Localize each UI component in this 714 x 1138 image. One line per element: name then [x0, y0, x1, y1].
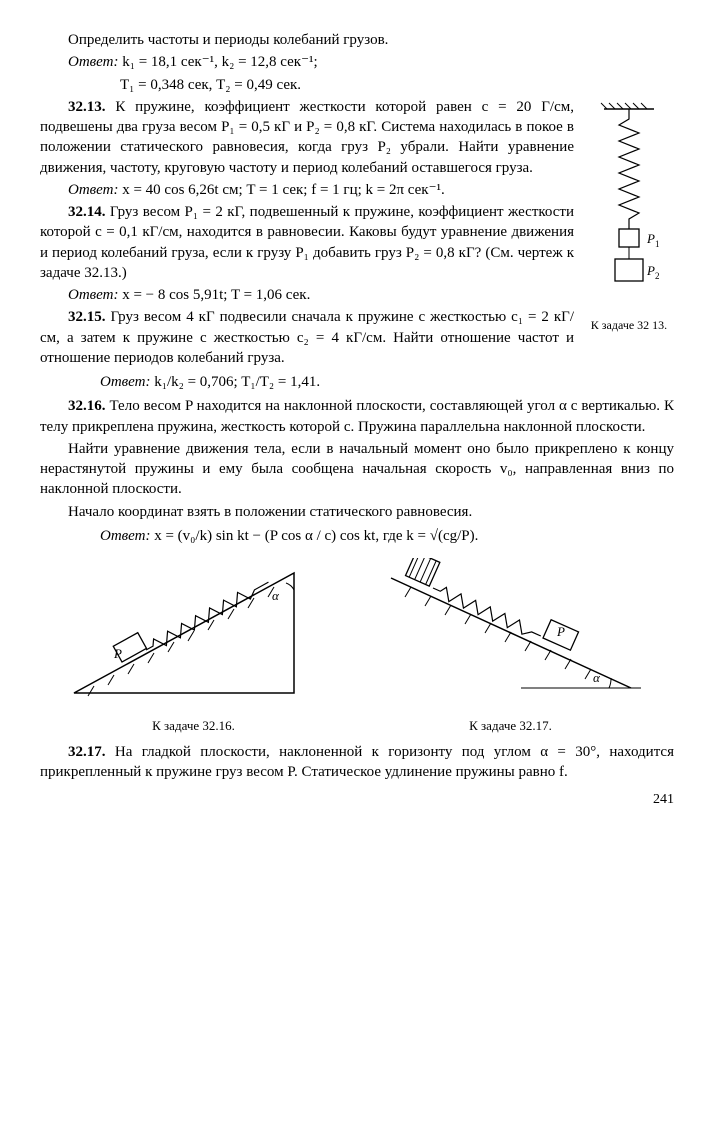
answer-label: Ответ: — [100, 528, 150, 544]
svg-text:P: P — [646, 231, 655, 246]
answer-text: k₁ = 18,1 сек⁻¹, k₂ = 12,8 сек⁻¹; — [122, 54, 317, 70]
problem-3216-p1: 32.16. Тело весом P находится на наклонн… — [40, 396, 674, 437]
problem-text: На гладкой плоскости, наклоненной к гори… — [40, 744, 674, 780]
problem-3216-p3: Начало координат взять в положении стати… — [40, 502, 674, 522]
problem-number: 32.14. — [68, 204, 106, 220]
figure-3213-caption: К задаче 32 13. — [584, 317, 674, 333]
problem-number: 32.15. — [68, 309, 106, 325]
figure-3217: P α К задаче 32.17. — [371, 558, 651, 734]
figure-3216-caption: К задаче 32.16. — [64, 717, 324, 735]
svg-text:P: P — [646, 263, 655, 278]
problem-3215: 32.15. Груз весом 4 кГ подвесили сначала… — [40, 307, 674, 368]
answer-text: x = (v₀/k) sin kt − (P cos α / c) cos kt… — [154, 528, 478, 544]
svg-text:α: α — [593, 670, 601, 685]
svg-text:P: P — [556, 624, 565, 639]
figure-3216: P α К задаче 32.16. — [64, 558, 324, 734]
problem-text: Груз весом 4 кГ подвесили сначала к пруж… — [40, 309, 574, 366]
problem-text: К пружине, коэффициент жесткости которой… — [40, 99, 574, 176]
answer-text: x = 40 cos 6,26t см; T = 1 сек; f = 1 гц… — [122, 182, 445, 198]
answer-label: Ответ: — [68, 287, 118, 303]
problem-text: Груз весом P₁ = 2 кГ, подвешенный к пруж… — [40, 204, 574, 281]
intro-answer-1: Ответ: k₁ = 18,1 сек⁻¹, k₂ = 12,8 сек⁻¹; — [40, 52, 674, 72]
problem-number: 32.13. — [68, 99, 106, 115]
intro-answer-2: T₁ = 0,348 сек, T₂ = 0,49 сек. — [40, 75, 674, 95]
svg-text:2: 2 — [655, 271, 660, 281]
problem-3217: 32.17. На гладкой плоскости, наклоненной… — [40, 742, 674, 783]
answer-3214: Ответ: x = − 8 cos 5,91t; T = 1,06 сек. — [40, 285, 674, 305]
problem-3216-p2: Найти уравнение движения тела, если в на… — [40, 439, 674, 500]
svg-text:P: P — [113, 646, 122, 661]
problem-3213: 32.13. К пружине, коэффициент жесткости … — [40, 97, 674, 178]
svg-text:1: 1 — [655, 239, 660, 249]
answer-text: k₁/k₂ = 0,706; T₁/T₂ = 1,41. — [154, 374, 320, 390]
problem-3214: 32.14. Груз весом P₁ = 2 кГ, подвешенный… — [40, 202, 674, 283]
answer-label: Ответ: — [100, 374, 150, 390]
figure-3213: P1 P2 К задаче 32 13. — [584, 99, 674, 333]
answer-3215: Ответ: k₁/k₂ = 0,706; T₁/T₂ = 1,41. — [40, 372, 674, 392]
answer-label: Ответ: — [68, 182, 118, 198]
problem-number: 32.17. — [68, 744, 106, 760]
figure-3217-caption: К задаче 32.17. — [371, 717, 651, 735]
page-number: 241 — [40, 791, 674, 810]
problem-text: Тело весом P находится на наклонной плос… — [40, 398, 674, 434]
answer-3216: Ответ: x = (v₀/k) sin kt − (P cos α / c)… — [40, 526, 674, 546]
answer-3213: Ответ: x = 40 cos 6,26t см; T = 1 сек; f… — [40, 180, 674, 200]
svg-text:α: α — [272, 588, 280, 603]
answer-text: x = − 8 cos 5,91t; T = 1,06 сек. — [122, 287, 310, 303]
problem-number: 32.16. — [68, 398, 106, 414]
figure-row: P α К задаче 32.16. — [40, 558, 674, 734]
answer-label: Ответ: — [68, 54, 118, 70]
intro-line: Определить частоты и периоды колебаний г… — [40, 30, 674, 50]
